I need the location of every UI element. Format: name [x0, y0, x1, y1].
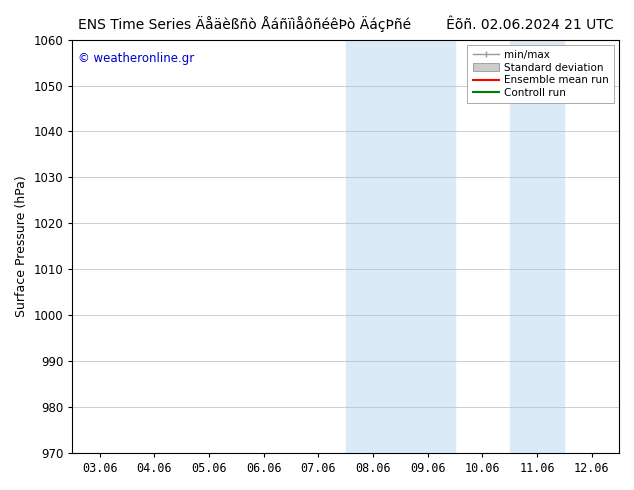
Y-axis label: Surface Pressure (hPa): Surface Pressure (hPa)	[15, 175, 28, 317]
Title: ENS Time Series Äåäèßñò ÅáñïìåôñéêÞò ÄáçÞñé        Êõñ. 02.06.2024 21 UTC: ENS Time Series Äåäèßñò ÅáñïìåôñéêÞò Äáç…	[78, 15, 614, 31]
Legend: min/max, Standard deviation, Ensemble mean run, Controll run: min/max, Standard deviation, Ensemble me…	[467, 45, 614, 103]
Text: © weatheronline.gr: © weatheronline.gr	[78, 52, 194, 65]
Bar	[346, 40, 455, 453]
Bar	[510, 40, 564, 453]
